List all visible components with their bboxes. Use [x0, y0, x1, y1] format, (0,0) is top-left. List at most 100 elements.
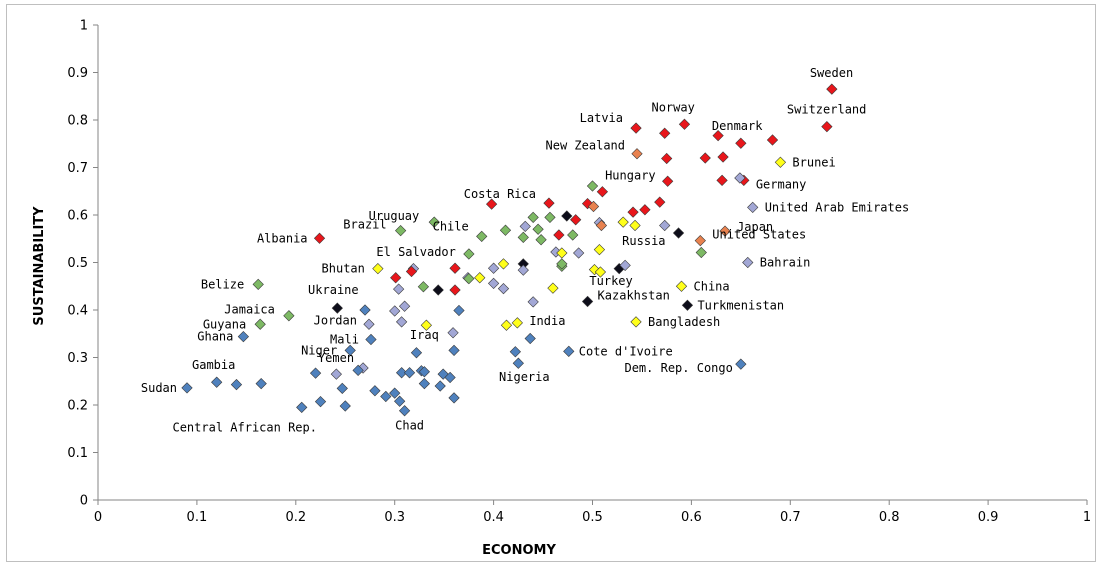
y-tick-label: 0.2 — [67, 399, 88, 414]
data-point — [336, 382, 348, 394]
data-point — [821, 121, 833, 133]
point-label: Bahrain — [760, 256, 811, 270]
x-tick-label: 0.2 — [285, 510, 306, 525]
data-point — [570, 214, 582, 226]
y-tick-label: 0 — [80, 494, 88, 509]
point-label: Ghana — [197, 330, 233, 344]
data-point — [639, 204, 651, 216]
point-label: Chile — [433, 219, 469, 233]
data-point — [330, 368, 342, 380]
x-tick-label: 0.3 — [384, 510, 405, 525]
data-point — [581, 197, 594, 210]
data-point — [390, 272, 402, 284]
data-point — [527, 296, 539, 308]
data-point — [563, 345, 575, 357]
data-point — [410, 347, 423, 359]
data-point — [344, 344, 356, 356]
data-point — [497, 258, 510, 270]
point-label: Latvia — [580, 111, 623, 125]
data-point — [519, 220, 531, 233]
data-point — [448, 392, 460, 404]
data-point — [627, 206, 639, 218]
point-label: Yemen — [318, 351, 354, 365]
data-point — [359, 304, 371, 316]
y-tick-label: 0.7 — [67, 161, 88, 176]
point-label: Nigeria — [499, 370, 550, 384]
data-point — [509, 346, 521, 358]
point-label: Sweden — [810, 66, 853, 80]
data-point — [444, 371, 456, 384]
data-point — [447, 327, 459, 339]
data-point — [296, 401, 308, 413]
data-point — [524, 332, 536, 345]
y-tick-label: 0.9 — [67, 66, 88, 81]
data-point — [512, 357, 524, 369]
x-tick-label: 0.6 — [681, 510, 702, 525]
data-point — [283, 310, 295, 322]
point-label: Guyana — [203, 317, 246, 331]
point-label: Belize — [201, 277, 244, 291]
data-point — [463, 273, 475, 285]
data-point — [659, 127, 671, 139]
data-point — [587, 200, 600, 213]
data-point — [314, 396, 327, 408]
point-label: Mali — [330, 332, 359, 346]
data-point — [735, 358, 747, 370]
data-point — [398, 405, 411, 417]
data-point — [369, 385, 381, 397]
data-point — [474, 272, 486, 284]
point-label: United States — [712, 228, 806, 242]
data-point — [339, 400, 351, 412]
data-point — [309, 367, 322, 379]
point-label: Ukraine — [308, 283, 359, 297]
data-point — [774, 156, 787, 168]
point-label: Turkmenistan — [697, 298, 784, 312]
point-label: Norway — [651, 100, 694, 114]
data-point — [629, 219, 641, 232]
x-tick-label: 0 — [94, 510, 102, 525]
point-label: Brunei — [792, 155, 835, 169]
data-point — [659, 219, 671, 232]
data-point — [211, 376, 223, 388]
chart-frame: 0 0.1 0.2 0.3 0.4 0.5 0.6 0.7 0.8 0.9 1 0 0.1 0.2 0.3 0… — [6, 4, 1096, 562]
x-tick-label: 0.1 — [187, 510, 208, 525]
data-point — [678, 118, 691, 130]
data-point — [511, 317, 523, 329]
x-tick-label: 0.9 — [978, 510, 999, 525]
data-point — [398, 300, 411, 312]
data-point — [543, 197, 555, 209]
point-label: China — [694, 279, 730, 293]
data-point — [254, 318, 266, 330]
data-point — [595, 219, 608, 232]
point-label: Hungary — [605, 168, 656, 182]
data-point — [734, 172, 746, 184]
data-point — [532, 223, 544, 235]
point-label: Jamaica — [224, 303, 275, 317]
data-point — [556, 247, 568, 259]
data-point — [487, 262, 500, 274]
data-point — [517, 231, 529, 243]
data-point — [395, 316, 408, 328]
point-label: Kazakhstan — [598, 288, 670, 302]
data-point — [394, 395, 406, 407]
data-point — [395, 225, 407, 237]
point-label: Bangladesh — [648, 315, 720, 329]
y-tick-label: 0.1 — [67, 446, 88, 461]
data-point — [453, 304, 465, 317]
data-point — [593, 244, 606, 256]
data-point — [449, 284, 461, 296]
point-label: Niger — [301, 343, 337, 357]
x-tick-label: 0.4 — [483, 510, 504, 525]
data-point — [675, 280, 688, 292]
data-point — [661, 152, 673, 165]
data-point — [535, 234, 547, 246]
y-tick-label: 0.6 — [67, 209, 88, 224]
data-point — [717, 151, 729, 163]
data-point — [573, 247, 585, 259]
y-tick-label: 0.8 — [67, 114, 88, 129]
data-point — [694, 235, 706, 247]
data-point — [255, 378, 267, 390]
point-label: Costa Rica — [464, 187, 536, 201]
data-point — [596, 186, 609, 198]
point-label: Turkey — [589, 274, 632, 288]
